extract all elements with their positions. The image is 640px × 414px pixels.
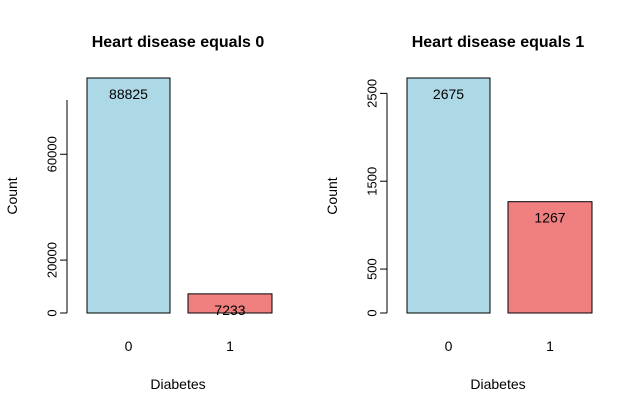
y-axis-label: Count [324,177,340,214]
x-axis-label: Diabetes [150,376,205,392]
plot-area: 0 500 1500 2500 2675 0 1267 1 [364,77,593,354]
chart-title: Heart disease equals 1 [412,34,585,51]
bar-1 [507,201,593,314]
y-tick-label: 0 [364,309,379,316]
bar-0 [406,77,491,314]
x-tick-label: 0 [445,338,453,354]
x-tick-label: 0 [125,338,133,354]
y-tick-label: 60000 [44,136,59,172]
y-tick-label: 20000 [44,242,59,278]
y-tick-label: 0 [44,309,59,316]
bar-0 [86,77,171,314]
plot-area: 0 20000 60000 88825 0 7233 1 [44,77,273,354]
y-axis-label: Count [4,177,20,214]
y-tick-label: 500 [364,258,379,280]
x-tick-label: 1 [226,338,234,354]
x-axis-label: Diabetes [470,376,525,392]
y-tick-label: 2500 [364,79,379,108]
data-label: 1267 [534,210,565,226]
y-tick-label: 1500 [364,167,379,196]
data-label: 2675 [433,86,464,102]
panel-heart-disease-0: Heart disease equals 0 Diabetes Count 0 2… [4,34,273,392]
bar-1 [187,293,273,314]
panel-heart-disease-1: Heart disease equals 1 Diabetes Count 0 5… [324,34,593,392]
chart-title: Heart disease equals 0 [92,34,265,51]
data-label: 88825 [109,86,148,102]
data-label: 7233 [214,302,245,318]
x-tick-label: 1 [546,338,554,354]
